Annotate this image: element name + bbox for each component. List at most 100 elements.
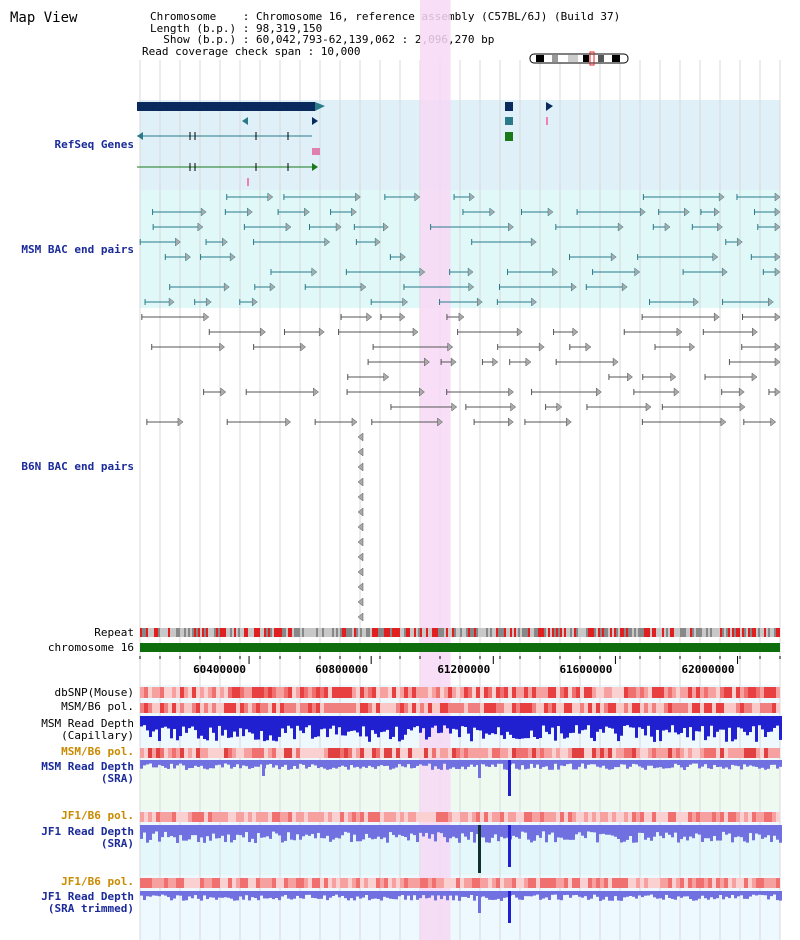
repeat-track[interactable] xyxy=(140,628,780,637)
gene-feature xyxy=(247,178,249,186)
b6n-bac-features[interactable] xyxy=(141,312,781,622)
repeat-segment xyxy=(730,628,732,637)
repeat-segment xyxy=(336,628,338,637)
msm-capillary-depth-bar xyxy=(275,716,278,742)
jf1-trimmed-depth-bar xyxy=(572,891,575,896)
b6n-bac-label[interactable]: B6N BAC end pairs xyxy=(21,460,134,473)
gene-feature xyxy=(312,117,318,125)
msm-capillary-depth-bar xyxy=(434,716,437,726)
msm-capillary-depth-bar xyxy=(734,716,737,740)
msm-sra-depth-bar xyxy=(449,760,452,769)
chromosome-ideogram[interactable] xyxy=(529,51,629,66)
msm-capillary-depth-bar xyxy=(398,716,401,742)
msm-b6-pol-cell xyxy=(416,703,420,713)
msm-capillary-depth-bar xyxy=(452,716,455,729)
repeat-segment xyxy=(254,628,256,637)
msm-bac-label[interactable]: MSM BAC end pairs xyxy=(21,243,134,256)
dbsnp-cell xyxy=(584,687,588,698)
gene-feature xyxy=(137,132,143,140)
repeat-segment xyxy=(734,628,736,637)
jf1-trimmed-depth-bar xyxy=(419,891,422,899)
repeat-segment xyxy=(636,628,638,637)
jf1-b6-pol-cell xyxy=(484,812,488,822)
jf1-b6-pol-cell xyxy=(676,812,680,822)
jf1-b6-pol-cell xyxy=(612,812,616,822)
jf1-read-depth-trimmed-label[interactable]: JF1 Read Depth (SRA trimmed) xyxy=(41,890,134,915)
repeat-segment xyxy=(714,628,716,637)
position-axis: 60400000 60800000 61200000 61600000 62000000 xyxy=(139,656,781,676)
msm-b6-pol-cell xyxy=(620,703,624,713)
msm-read-depth-sra-label[interactable]: MSM Read Depth (SRA) xyxy=(41,760,134,785)
msm-b6-pol-sra-cell xyxy=(288,748,292,758)
dbsnp-cell xyxy=(576,687,580,698)
repeat-segment xyxy=(706,628,708,637)
msm-capillary-depth-bar xyxy=(668,716,671,733)
msm-b6-pol-sra-cell xyxy=(756,748,760,758)
msm-b6-pol-cell xyxy=(376,703,380,713)
msm-bac-features[interactable] xyxy=(139,192,781,307)
jf1-sra-depth-bar xyxy=(587,825,590,832)
repeat-segment xyxy=(584,628,586,637)
repeat-segment xyxy=(586,628,588,637)
repeat-segment xyxy=(344,628,346,637)
jf1-b6-pol-cell xyxy=(544,812,548,822)
msm-sra-depth-bar xyxy=(779,760,782,767)
jf1-sra-depth-bar xyxy=(266,825,269,837)
jf1-b6-pol-cell xyxy=(204,812,208,822)
refseq-genes-label[interactable]: RefSeq Genes xyxy=(54,138,134,151)
highlight-region[interactable] xyxy=(420,0,451,940)
jf1-trimmed-depth-bar xyxy=(218,891,221,898)
jf1-b6-pol-trimmed-cell xyxy=(420,878,424,888)
jf1-b6-pol-cell xyxy=(600,812,604,822)
msm-b6-pol-sra-cell xyxy=(216,748,220,758)
msm-b6-pol-sra-cell xyxy=(432,748,436,758)
msm-capillary-depth-bar xyxy=(311,716,314,739)
repeat-segment xyxy=(280,628,282,637)
refseq-gene-features[interactable] xyxy=(137,102,553,186)
dbsnp-cell xyxy=(292,687,296,698)
jf1-trimmed-depth-bar xyxy=(239,891,242,897)
msm-capillary-depth-bar xyxy=(701,716,704,727)
msm-sra-depth-bar xyxy=(185,760,188,770)
jf1-sra-depth-bar xyxy=(305,825,308,835)
b6n-bac-pair xyxy=(739,402,746,412)
dbsnp-cell xyxy=(280,687,284,698)
jf1-trimmed-depth-bar xyxy=(767,891,770,900)
jf1-b6-pol-trimmed-cell xyxy=(588,878,592,888)
jf1-sra-depth-bar xyxy=(203,825,206,843)
b6n-bac-pair xyxy=(673,387,680,397)
chromosome-bar[interactable] xyxy=(140,643,780,652)
jf1-sra-depth-bar xyxy=(527,825,530,840)
jf1-b6-pol-cell xyxy=(588,812,592,822)
coverage-tracks[interactable] xyxy=(140,687,782,923)
repeat-segment xyxy=(430,628,432,637)
msm-sra-depth-bar xyxy=(146,760,149,765)
repeat-segment xyxy=(518,628,520,637)
jf1-sra-depth-bar xyxy=(590,825,593,833)
msm-b6-pol-sra-cell xyxy=(604,748,608,758)
jf1-b6-pol-trimmed-cell xyxy=(628,878,632,888)
repeat-segment xyxy=(566,628,568,637)
msm-b6-pol-sra-cell xyxy=(404,748,408,758)
msm-sra-depth-bar xyxy=(353,760,356,768)
msm-b6-pol-cell xyxy=(200,703,204,713)
jf1-sra-depth-bar xyxy=(329,825,332,842)
msm-bac-pair xyxy=(402,297,408,307)
jf1-b6-pol-cell xyxy=(260,812,264,822)
jf1-b6-pol-cell xyxy=(396,812,400,822)
msm-sra-depth-bar xyxy=(611,760,614,770)
dbsnp-cell xyxy=(336,687,340,698)
dbsnp-cell xyxy=(364,687,368,698)
msm-capillary-depth-bar xyxy=(353,716,356,731)
msm-sra-depth-bar xyxy=(710,760,713,769)
dbsnp-cell xyxy=(320,687,324,698)
msm-sra-depth-bar xyxy=(635,760,638,765)
msm-b6-pol-sra-cell xyxy=(424,748,428,758)
jf1-trimmed-depth-bar xyxy=(191,891,194,899)
msm-bac-pair xyxy=(185,252,191,262)
msm-b6-pol-cell xyxy=(328,703,332,713)
msm-capillary-depth-bar xyxy=(644,716,647,736)
jf1-read-depth-sra-label[interactable]: JF1 Read Depth (SRA) xyxy=(41,825,134,850)
jf1-b6-pol-trimmed-cell xyxy=(168,878,172,888)
